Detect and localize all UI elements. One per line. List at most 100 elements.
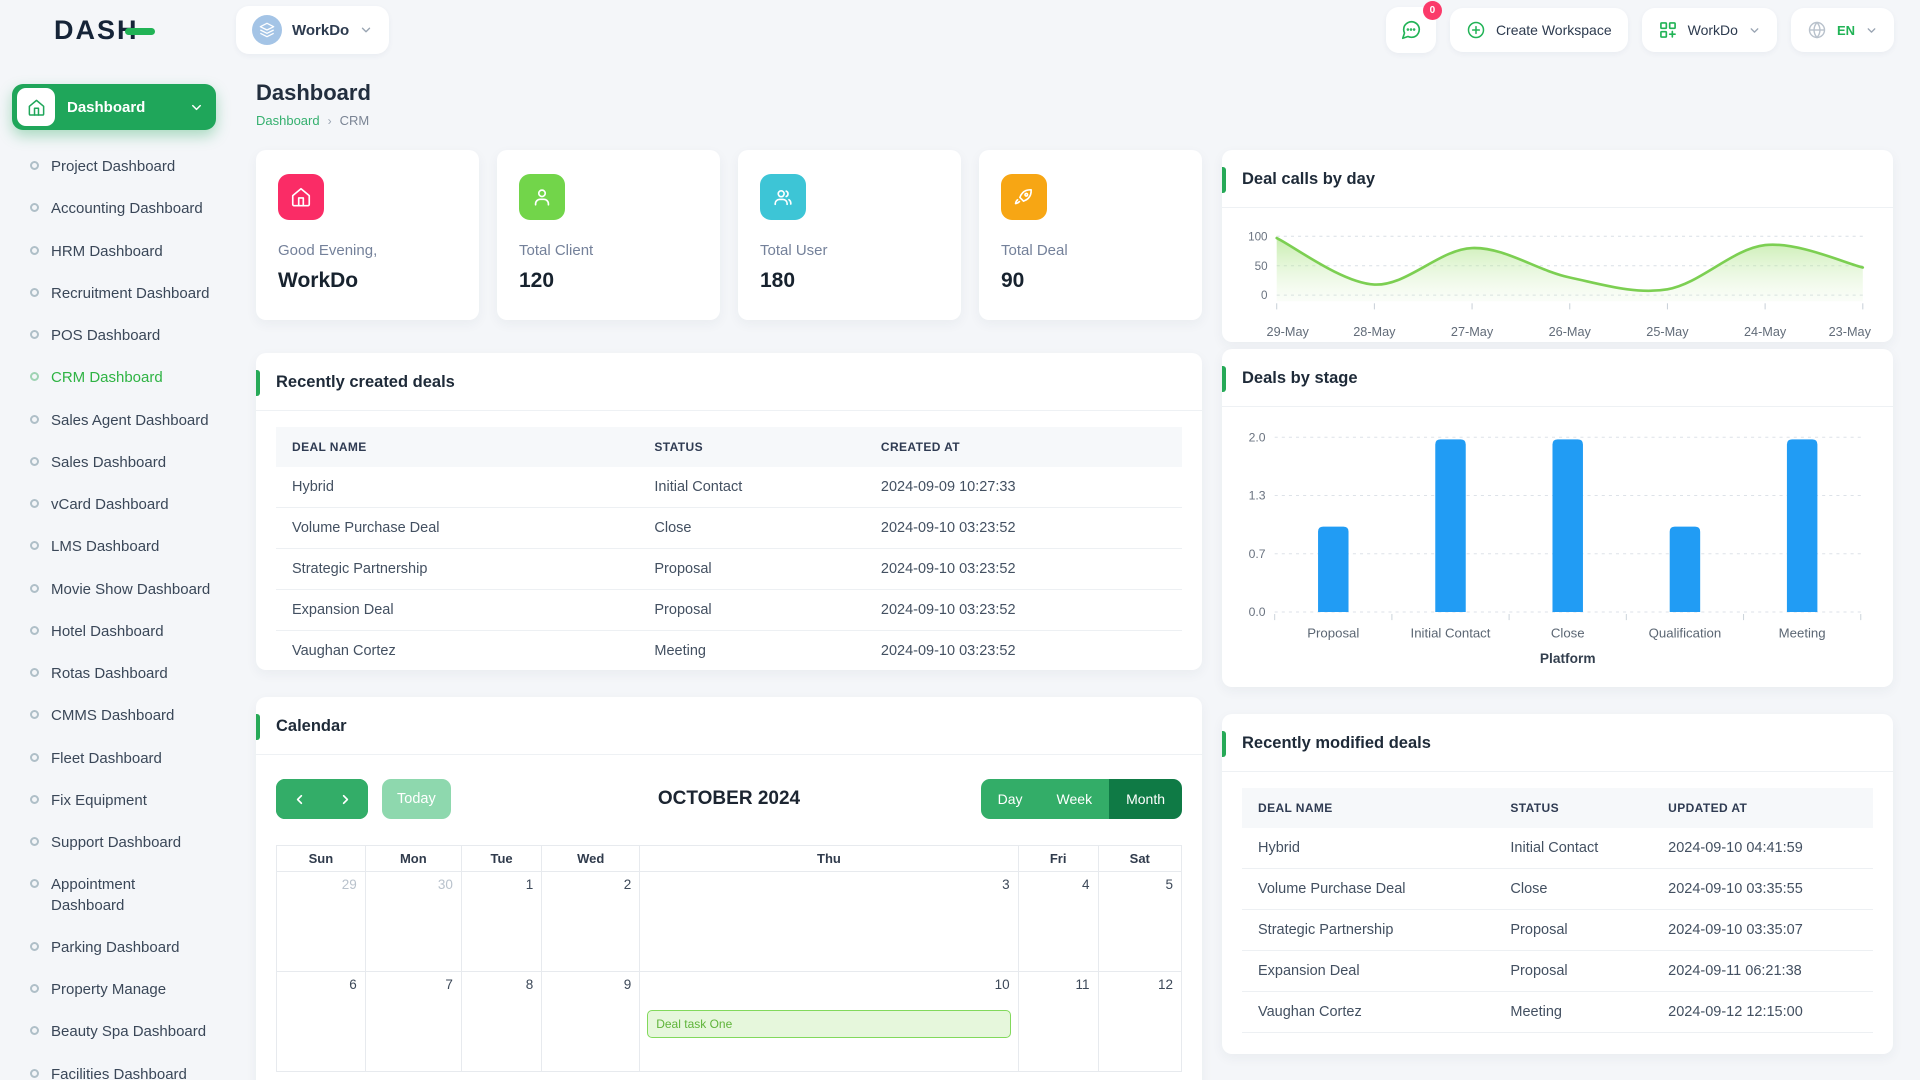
language-selector[interactable]: EN — [1790, 8, 1894, 52]
sidebar-item-beauty-spa-dashboard[interactable]: Beauty Spa Dashboard — [12, 1011, 216, 1053]
day-number: 6 — [349, 977, 357, 992]
calendar-day-cell[interactable]: 4 — [1017, 871, 1099, 972]
table-cell: Close — [1494, 868, 1653, 910]
column-header: STATUS — [638, 427, 865, 467]
day-number: 7 — [445, 977, 453, 992]
table-cell: Initial Contact — [638, 467, 865, 508]
sidebar-item-movie-show-dashboard[interactable]: Movie Show Dashboard — [12, 569, 216, 611]
bullet-circle-icon — [30, 837, 39, 846]
rocket-icon — [1001, 174, 1047, 220]
deal-calls-chart-title: Deal calls by day — [1242, 170, 1375, 188]
create-workspace-label: Create Workspace — [1495, 22, 1612, 38]
sidebar-item-label: Property Manage — [51, 981, 167, 998]
svg-text:50: 50 — [1255, 260, 1268, 273]
sidebar-dashboard-header[interactable]: Dashboard — [12, 84, 216, 130]
stat-value: 180 — [760, 269, 796, 292]
recently-created-deals-card: Recently created deals DEAL NAME STATUS CR… — [256, 353, 1202, 672]
calendar-prev-button[interactable] — [276, 779, 322, 819]
create-workspace-button[interactable]: Create Workspace — [1449, 8, 1628, 52]
calendar-day-cell[interactable]: 30 — [364, 871, 462, 972]
globe-icon — [1807, 20, 1827, 40]
calendar-day-cell[interactable]: 6 — [276, 971, 366, 1072]
brand-logo[interactable]: DASH — [54, 14, 155, 46]
calendar-day-cell[interactable]: 3 — [639, 871, 1019, 972]
sidebar-item-sales-dashboard[interactable]: Sales Dashboard — [12, 442, 216, 484]
sidebar-item-accounting-dashboard[interactable]: Accounting Dashboard — [12, 188, 216, 230]
sidebar-item-parking-dashboard[interactable]: Parking Dashboard — [12, 927, 216, 969]
sidebar-item-facilities-dashboard[interactable]: Facilities Dashboard — [12, 1054, 216, 1080]
table-row[interactable]: Volume Purchase Deal Close 2024-09-10 03:3… — [1242, 868, 1873, 910]
table-row[interactable]: Volume Purchase Deal Close 2024-09-10 03:2… — [276, 507, 1182, 549]
table-cell: 2024-09-10 03:23:52 — [864, 507, 1182, 549]
messages-button[interactable]: 0 — [1385, 1, 1442, 53]
sidebar-item-hrm-dashboard[interactable]: HRM Dashboard — [12, 231, 216, 273]
bar-meeting — [1786, 439, 1818, 612]
sidebar-item-hotel-dashboard[interactable]: Hotel Dashboard — [12, 611, 216, 653]
calendar-day-cell[interactable]: 10 Deal task One — [639, 971, 1019, 1072]
chevron-down-icon — [359, 23, 373, 37]
brand-text: DASH — [54, 14, 139, 45]
stat-label: Total Deal — [1001, 242, 1068, 259]
calendar-day-cell[interactable]: 1 — [460, 871, 543, 972]
sidebar-item-pos-dashboard[interactable]: POS Dashboard — [12, 315, 216, 357]
sidebar-item-lms-dashboard[interactable]: LMS Dashboard — [12, 526, 216, 568]
calendar-day-cell[interactable]: 29 — [276, 871, 366, 972]
calendar-day-cell[interactable]: 11 — [1017, 971, 1099, 1072]
table-cell: Hybrid — [1242, 828, 1495, 869]
table-cell: 2024-09-12 12:15:00 — [1652, 991, 1873, 1033]
table-row[interactable]: Vaughan Cortez Meeting 2024-09-10 03:23:52 — [276, 630, 1182, 672]
calendar-event[interactable]: Deal task One — [647, 1010, 1011, 1038]
calendar-day-cell[interactable]: 2 — [541, 871, 641, 972]
table-row[interactable]: Expansion Deal Proposal 2024-09-11 06:21:3… — [1242, 950, 1873, 992]
stat-card-total-user: Total User 180 — [738, 150, 961, 320]
calendar-view-month[interactable]: Month — [1109, 779, 1182, 819]
sidebar-item-property-manage[interactable]: Property Manage — [12, 969, 216, 1011]
stat-card-total-deal: Total Deal 90 — [979, 150, 1202, 320]
recently-modified-deals-table: DEAL NAME STATUS UPDATED AT Hybrid Initial … — [1242, 788, 1873, 1033]
workspace-switcher[interactable]: WorkDo — [236, 6, 390, 54]
breadcrumb-dashboard-link[interactable]: Dashboard — [256, 113, 320, 128]
bullet-circle-icon — [30, 287, 39, 297]
calendar-day-cell[interactable]: 12 — [1097, 971, 1183, 1072]
sidebar-item-fleet-dashboard[interactable]: Fleet Dashboard — [12, 738, 216, 780]
sidebar-item-sales-agent-dashboard[interactable]: Sales Agent Dashboard — [12, 400, 216, 442]
bullet-circle-icon — [30, 752, 39, 762]
stat-card-total-client: Total Client 120 — [497, 150, 720, 320]
table-row[interactable]: Strategic Partnership Proposal 2024-09-10 … — [1242, 909, 1873, 951]
sidebar-item-support-dashboard[interactable]: Support Dashboard — [12, 822, 216, 864]
table-cell: Expansion Deal — [1242, 950, 1495, 992]
calendar-day-cell[interactable]: 7 — [364, 971, 462, 1072]
sidebar-item-cmms-dashboard[interactable]: CMMS Dashboard — [12, 695, 216, 737]
calendar-next-button[interactable] — [322, 779, 368, 819]
table-cell: Meeting — [638, 630, 865, 672]
calendar-view-day[interactable]: Day — [980, 779, 1040, 819]
calendar-card: Calendar Today — [256, 697, 1202, 1080]
calendar-view-switcher: Day Week Month — [980, 779, 1182, 819]
calendar-day-cell[interactable]: 9 — [541, 971, 641, 1072]
table-row[interactable]: Strategic Partnership Proposal 2024-09-10 … — [276, 548, 1182, 590]
sidebar-item-fix-equipment[interactable]: Fix Equipment — [12, 780, 216, 822]
bar-proposal — [1318, 526, 1349, 612]
svg-text:0.0: 0.0 — [1249, 605, 1266, 619]
table-row[interactable]: Expansion Deal Proposal 2024-09-10 03:23:5… — [276, 589, 1182, 631]
calendar-view-week[interactable]: Week — [1039, 779, 1110, 819]
sidebar-item-crm-dashboard[interactable]: CRM Dashboard — [12, 357, 216, 399]
table-row[interactable]: Hybrid Initial Contact 2024-09-10 04:41:59 — [1242, 828, 1873, 869]
sidebar-item-label: Beauty Spa Dashboard — [51, 1023, 207, 1041]
chevron-right-icon — [342, 794, 348, 804]
day-number: 8 — [525, 977, 534, 992]
sidebar-item-project-dashboard[interactable]: Project Dashboard — [12, 146, 216, 188]
table-row[interactable]: Vaughan Cortez Meeting 2024-09-12 12:15:00 — [1242, 991, 1873, 1033]
sidebar-item-vcard-dashboard[interactable]: vCard Dashboard — [12, 484, 216, 526]
table-cell: Close — [638, 507, 865, 549]
table-row[interactable]: Hybrid Initial Contact 2024-09-09 10:27:33 — [276, 467, 1182, 508]
calendar-day-cell[interactable]: 5 — [1097, 871, 1183, 972]
sidebar-item-appointment-dashboard[interactable]: Appointment Dashboard — [12, 864, 216, 927]
deals-by-stage-chart-title: Deals by stage — [1242, 369, 1358, 387]
calendar-day-cell[interactable]: 8 — [460, 971, 543, 1072]
workspace-menu[interactable]: WorkDo — [1641, 8, 1777, 52]
sidebar-item-recruitment-dashboard[interactable]: Recruitment Dashboard — [12, 273, 216, 315]
calendar-today-button[interactable]: Today — [382, 779, 451, 819]
day-number: 1 — [525, 877, 534, 892]
sidebar-item-rotas-dashboard[interactable]: Rotas Dashboard — [12, 653, 216, 695]
